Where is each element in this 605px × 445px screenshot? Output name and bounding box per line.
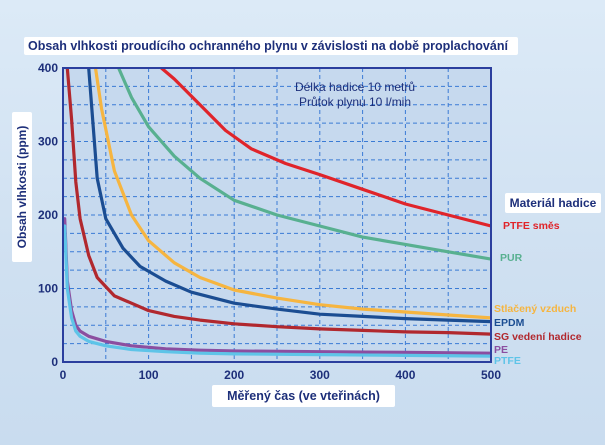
series-line-ptfe-smes <box>159 68 491 228</box>
series-label: PE <box>494 344 509 356</box>
series-line-ptfe <box>63 224 491 358</box>
series-label: Stlačený vzduch <box>494 303 577 315</box>
y-tick-label: 200 <box>38 208 58 222</box>
series-label: PTFE směs <box>503 220 560 232</box>
series-line-epdm <box>87 68 491 324</box>
series-label: SG vedení hadice <box>494 331 582 343</box>
plot-frame <box>62 67 492 363</box>
y-tick-label: 100 <box>38 282 58 296</box>
x-tick-label: 0 <box>60 368 67 382</box>
series-line-sg-vedeni-hadice <box>65 68 491 336</box>
x-tick-label: 300 <box>310 368 330 382</box>
y-axis-label: Obsah vlhkosti (ppm) <box>12 112 32 262</box>
y-tick-label: 300 <box>38 135 58 149</box>
series-label: PUR <box>500 252 523 264</box>
x-axis-label: Měřený čas (ve vteřinách) <box>212 385 395 407</box>
annotation-line-2: Průtok plynu 10 l/min <box>298 95 412 109</box>
series-line-pur <box>117 68 491 261</box>
annotation: Délka hadice 10 metrů Průtok plynu 10 l/… <box>280 80 430 110</box>
x-tick-label: 100 <box>139 368 159 382</box>
annotation-line-1: Délka hadice 10 metrů <box>294 80 416 94</box>
x-tick-label: 500 <box>481 368 501 382</box>
series-line-stlaceny-vzduch <box>93 68 491 320</box>
chart-title: Obsah vlhkosti proudícího ochranného ply… <box>24 37 518 55</box>
y-tick-label: 400 <box>38 61 58 75</box>
x-tick-label: 200 <box>224 368 244 382</box>
series-label: EPDM <box>494 317 525 329</box>
grid <box>63 68 491 362</box>
series-lines <box>63 68 491 358</box>
y-tick-label: 0 <box>51 355 58 369</box>
axes <box>62 67 492 363</box>
tick-labels: 0 100 200 300 400 0 100 200 300 400 500 <box>38 61 501 382</box>
x-tick-label: 400 <box>395 368 415 382</box>
legend-title: Materiál hadice <box>505 193 601 213</box>
series-label: PTFE <box>494 355 521 367</box>
